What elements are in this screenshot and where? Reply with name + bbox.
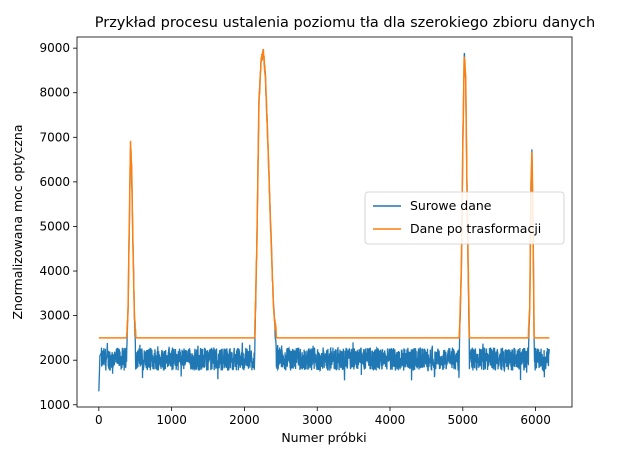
x-tick-label: 1000 — [156, 413, 187, 427]
plot-area — [98, 48, 550, 392]
x-axis-label: Numer próbki — [281, 430, 366, 445]
x-tick-label: 3000 — [302, 413, 333, 427]
y-tick-label: 7000 — [39, 130, 70, 144]
x-tick-label: 5000 — [448, 413, 479, 427]
x-tick-label: 2000 — [229, 413, 260, 427]
chart-title: Przykład procesu ustalenia poziomu tła d… — [95, 15, 595, 31]
legend-label-transformed: Dane po trasformacji — [410, 221, 541, 236]
y-tick-label: 8000 — [39, 86, 70, 100]
y-tick-label: 1000 — [39, 398, 70, 412]
y-axis: 1000 2000 3000 4000 5000 6000 7000 8000 9000 — [39, 41, 77, 412]
y-tick-label: 4000 — [39, 264, 70, 278]
legend: Surowe dane Dane po trasformacji — [364, 191, 565, 245]
legend-label-raw: Surowe dane — [410, 198, 492, 213]
y-tick-label: 3000 — [39, 309, 70, 323]
x-tick-label: 6000 — [520, 413, 551, 427]
y-axis-label: Znormalizowana moc optyczna — [10, 124, 25, 319]
y-tick-label: 6000 — [39, 175, 70, 189]
series-line-transformed — [98, 48, 550, 339]
legend-box — [364, 191, 565, 245]
y-tick-label: 2000 — [39, 353, 70, 367]
plot-frame — [76, 36, 573, 408]
series-line-raw — [98, 49, 550, 392]
y-tick-label: 5000 — [39, 219, 70, 233]
x-tick-label: 0 — [95, 413, 103, 427]
y-tick-label: 9000 — [39, 41, 70, 55]
x-axis: 0 1000 2000 3000 4000 5000 6000 — [95, 407, 551, 427]
x-tick-label: 4000 — [375, 413, 406, 427]
